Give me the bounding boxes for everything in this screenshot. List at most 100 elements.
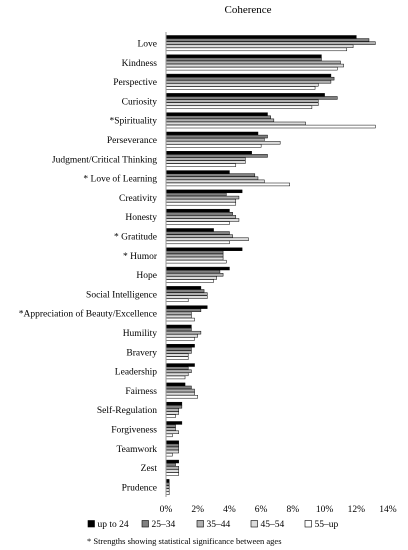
legend-label: 35–44 — [207, 520, 231, 530]
bar — [165, 295, 208, 299]
bar — [165, 234, 233, 238]
bar — [165, 391, 195, 396]
bar — [165, 144, 262, 148]
bar — [165, 179, 265, 184]
bar — [165, 240, 230, 245]
category-label: * Humor — [123, 252, 158, 262]
x-tick-label: 4% — [223, 505, 236, 515]
bar — [165, 411, 179, 415]
bar — [165, 337, 195, 341]
bar — [165, 35, 357, 39]
bar — [165, 93, 325, 97]
category-label: Self-Regulation — [97, 405, 157, 416]
bar — [165, 173, 256, 177]
bar — [165, 424, 176, 428]
bar — [165, 250, 224, 255]
bar — [165, 401, 183, 406]
bar — [165, 60, 341, 65]
bar — [165, 151, 252, 155]
category-label: Honesty — [125, 213, 157, 223]
bar — [165, 99, 319, 103]
bar — [165, 469, 179, 473]
legend-label: 25–34 — [152, 520, 176, 530]
legend-swatch — [304, 520, 312, 528]
bar — [165, 292, 208, 296]
bar — [165, 308, 202, 312]
bar — [165, 427, 176, 431]
bar — [165, 256, 224, 261]
bar — [165, 154, 268, 158]
bar — [165, 449, 179, 454]
bar — [165, 347, 192, 351]
legend-swatch — [141, 520, 149, 528]
chart-title: Coherence — [224, 4, 271, 16]
bar — [165, 327, 192, 332]
bar — [165, 305, 208, 309]
bar — [165, 459, 179, 464]
bar — [165, 86, 316, 90]
bar — [165, 408, 179, 412]
bar — [165, 160, 246, 164]
bar — [165, 137, 265, 142]
bar — [165, 66, 338, 71]
bar — [165, 231, 230, 235]
bar — [165, 237, 249, 241]
bar — [165, 298, 189, 302]
bar — [165, 115, 271, 119]
bar — [165, 63, 344, 68]
bar — [165, 105, 313, 109]
x-tick-label: 0% — [160, 505, 173, 515]
bar — [165, 311, 192, 316]
category-label: *Spirituality — [110, 117, 158, 127]
bar — [165, 208, 230, 213]
bar — [165, 131, 259, 136]
bar — [165, 124, 376, 129]
category-label: Curiosity — [122, 97, 158, 107]
bar — [165, 189, 243, 194]
bar — [165, 452, 173, 457]
bar — [165, 73, 332, 78]
bar — [165, 344, 195, 348]
category-label: Creativity — [119, 194, 157, 204]
category-label: Hope — [136, 271, 157, 281]
bar — [165, 228, 214, 232]
bar — [165, 57, 322, 62]
bar — [165, 118, 275, 123]
bar — [165, 446, 179, 451]
bar — [165, 273, 224, 277]
bar — [165, 47, 348, 52]
footnote: * Strengths showing statistical signific… — [87, 536, 282, 546]
bar — [165, 215, 237, 219]
bar — [165, 472, 179, 476]
category-label: *Appreciation of Beauty/Excellence — [19, 309, 157, 320]
bar — [165, 276, 217, 280]
bar — [165, 83, 319, 87]
category-label: Social Intelligence — [86, 290, 157, 300]
bar — [165, 163, 237, 167]
bar — [165, 382, 186, 387]
bar — [165, 363, 195, 367]
bar — [165, 176, 259, 180]
bar — [165, 395, 198, 399]
bar — [165, 202, 237, 206]
bar — [165, 279, 214, 283]
bar — [165, 141, 281, 145]
legend: up to 24 25–34 35–44 45–54 55–up — [87, 520, 339, 530]
bar — [165, 182, 290, 187]
bar — [165, 369, 192, 373]
bar — [165, 443, 179, 448]
bar — [165, 366, 189, 370]
bar — [165, 259, 227, 264]
bar — [165, 372, 189, 377]
bar — [165, 102, 319, 106]
category-label: Teamwork — [117, 445, 158, 455]
bar — [165, 54, 322, 58]
category-label: Bravery — [126, 348, 157, 358]
bar — [165, 286, 202, 290]
bar — [165, 218, 240, 222]
bar — [165, 350, 192, 354]
bar — [165, 433, 173, 438]
bar — [165, 405, 183, 409]
category-label: * Gratitude — [114, 233, 157, 243]
